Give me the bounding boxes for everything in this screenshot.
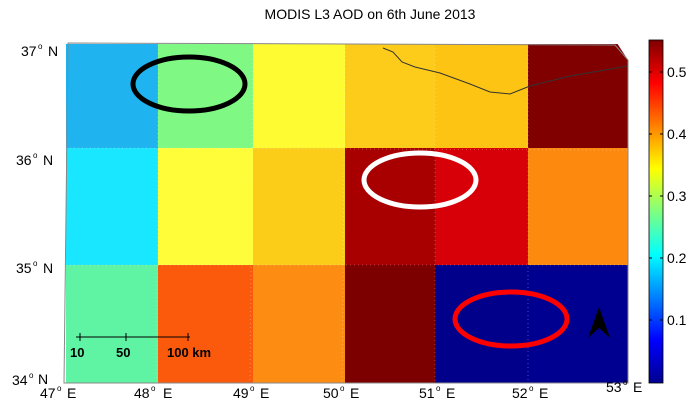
aod-cell <box>528 148 628 265</box>
aod-cell <box>528 44 628 148</box>
latitude-labels: 37 o N 36 o N 35 o N 34 o N <box>12 42 58 388</box>
lon-e-50: E <box>350 385 359 401</box>
aod-cell <box>345 44 435 148</box>
lon-e-51: E <box>446 385 455 401</box>
aod-cell <box>435 265 528 383</box>
svg-text:o: o <box>436 384 441 393</box>
scale-label-10: 10 <box>70 345 84 360</box>
north-arrow-icon <box>588 307 610 338</box>
colorbar-tick-0-4: 0.4 <box>667 126 687 142</box>
svg-text:o: o <box>57 384 62 393</box>
lon-label-48: 48 <box>134 385 150 401</box>
graticule <box>69 44 629 384</box>
lon-e-47: E <box>67 385 76 401</box>
lat-n-37: N <box>48 43 58 59</box>
highlight-circle-black <box>130 54 248 114</box>
lon-e-53: E <box>633 379 642 395</box>
lon-e-52: E <box>539 385 548 401</box>
lon-label-53: 53 <box>606 379 622 395</box>
highlight-circle-white <box>361 150 479 210</box>
aod-cell <box>253 44 345 148</box>
lat-n-36: N <box>43 152 53 168</box>
aod-cell <box>435 148 528 265</box>
lon-label-47: 47 <box>40 385 56 401</box>
lat-label-34: 34 <box>12 372 28 388</box>
lon-e-48: E <box>163 385 172 401</box>
aod-cell <box>435 44 528 148</box>
lon-label-50: 50 <box>323 385 339 401</box>
svg-text:o: o <box>623 378 628 387</box>
svg-text:o: o <box>38 42 43 51</box>
lon-label-52: 52 <box>512 385 528 401</box>
lon-label-51: 51 <box>419 385 435 401</box>
highlight-circle-red <box>452 289 570 349</box>
lat-label-36: 36 <box>16 152 32 168</box>
lat-n-35: N <box>43 260 53 276</box>
lat-label-37: 37 <box>21 43 37 59</box>
aod-cell <box>66 265 158 383</box>
aod-cell <box>66 44 158 148</box>
scale-bar: 10 50 100 km <box>70 333 211 360</box>
lon-e-49: E <box>260 385 269 401</box>
svg-text:o: o <box>340 384 345 393</box>
svg-text:o: o <box>33 259 38 268</box>
map-frame <box>63 42 629 384</box>
svg-text:o: o <box>529 384 534 393</box>
aod-cell <box>158 148 253 265</box>
coastline <box>382 47 629 95</box>
aod-grid <box>66 40 635 383</box>
aod-cell <box>253 265 345 383</box>
aod-cell <box>158 265 253 383</box>
longitude-labels: 47 o E 48 o E 49 o E 50 o E 51 o E 52 o … <box>40 378 642 401</box>
svg-text:o: o <box>33 151 38 160</box>
scale-label-100km: 100 km <box>167 345 211 360</box>
scale-label-50: 50 <box>116 345 130 360</box>
map-title: MODIS L3 AOD on 6th June 2013 <box>264 6 476 22</box>
aod-cell <box>253 148 345 265</box>
lat-n-34: N <box>38 371 48 387</box>
colorbar: 0.5 0.4 0.3 0.2 0.1 <box>648 39 687 384</box>
aod-cell <box>345 265 435 383</box>
lon-label-49: 49 <box>233 385 249 401</box>
colorbar-tick-0-5: 0.5 <box>667 64 687 80</box>
svg-text:o: o <box>250 384 255 393</box>
lat-label-35: 35 <box>16 260 32 276</box>
svg-text:o: o <box>151 384 156 393</box>
colorbar-tick-0-2: 0.2 <box>667 250 687 266</box>
colorbar-tick-0-1: 0.1 <box>667 312 687 328</box>
colorbar-tick-0-3: 0.3 <box>667 188 687 204</box>
aod-cell <box>66 148 158 265</box>
svg-text:o: o <box>29 371 34 380</box>
aod-cell <box>528 265 628 383</box>
